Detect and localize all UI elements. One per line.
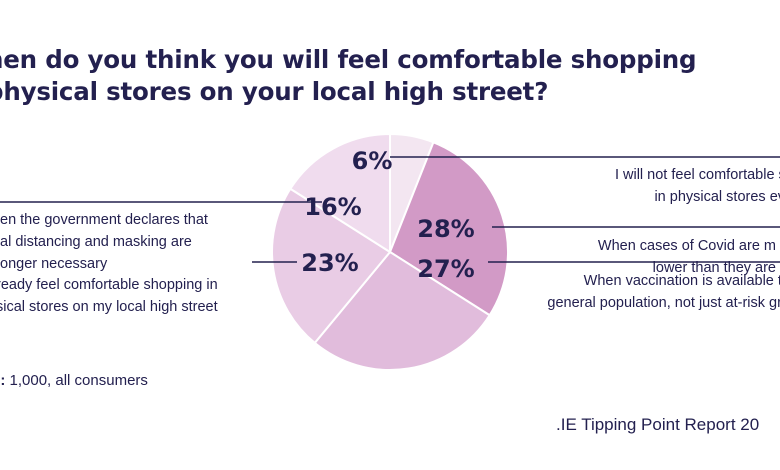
annotation-cases-line-1: When cases of Covid are m (597, 238, 776, 254)
chart-title: hen do you think you will feel comfortab… (0, 44, 780, 108)
slice-percent-label: 23% (301, 249, 358, 277)
slice-percent-label: 27% (417, 255, 474, 283)
pie-slice (313, 250, 492, 371)
leader-lines (0, 156, 780, 263)
percent-labels: 6% 28% 27% 23% 16% (301, 147, 474, 283)
pie-slice (271, 187, 392, 345)
annotation-already: ready feel comfortable shopping in sical… (0, 274, 218, 318)
annotation-never: I will not feel comfortable shop in phys… (615, 164, 780, 208)
annotation-never-line-2: in physical stores ever a (654, 189, 780, 205)
slice-percent-label: 16% (304, 193, 361, 221)
annotation-cases-line-2: lower than they are (652, 260, 776, 276)
annotation-vaccination-line-1: When vaccination is available to (583, 273, 780, 289)
annotation-already-line-2: sical stores on my local high street (0, 299, 218, 315)
base-note: e: 1,000, all consumers (0, 372, 148, 389)
annotation-vaccination-line-2: general population, not just at-risk gro (547, 295, 780, 311)
base-label: e: (0, 372, 6, 389)
source-credit: .IE Tipping Point Report 20 (556, 415, 760, 434)
title-line-1: hen do you think you will feel comfortab… (0, 45, 697, 74)
annotation-government-line-3: onger necessary (0, 256, 108, 272)
pie-slice (288, 132, 391, 254)
annotation-government-line-1: en the government declares that (0, 212, 208, 228)
annotation-government-line-2: al distancing and masking are (0, 234, 192, 250)
title-line-2: physical stores on your local high stree… (0, 77, 549, 106)
slice-percent-label: 28% (417, 215, 474, 243)
annotation-never-line-1: I will not feel comfortable shop (614, 167, 780, 183)
annotation-government: en the government declares that al dista… (0, 209, 208, 275)
annotation-already-line-1: ready feel comfortable shopping in (0, 277, 218, 293)
slice-percent-label: 6% (352, 147, 393, 175)
pie-slice (388, 140, 509, 317)
annotation-cases-lower: When cases of Covid are m lower than the… (598, 235, 776, 279)
annotation-vaccination: When vaccination is available to general… (547, 270, 780, 314)
pie-slices (271, 132, 509, 371)
base-value: 1,000, all consumers (5, 372, 148, 389)
